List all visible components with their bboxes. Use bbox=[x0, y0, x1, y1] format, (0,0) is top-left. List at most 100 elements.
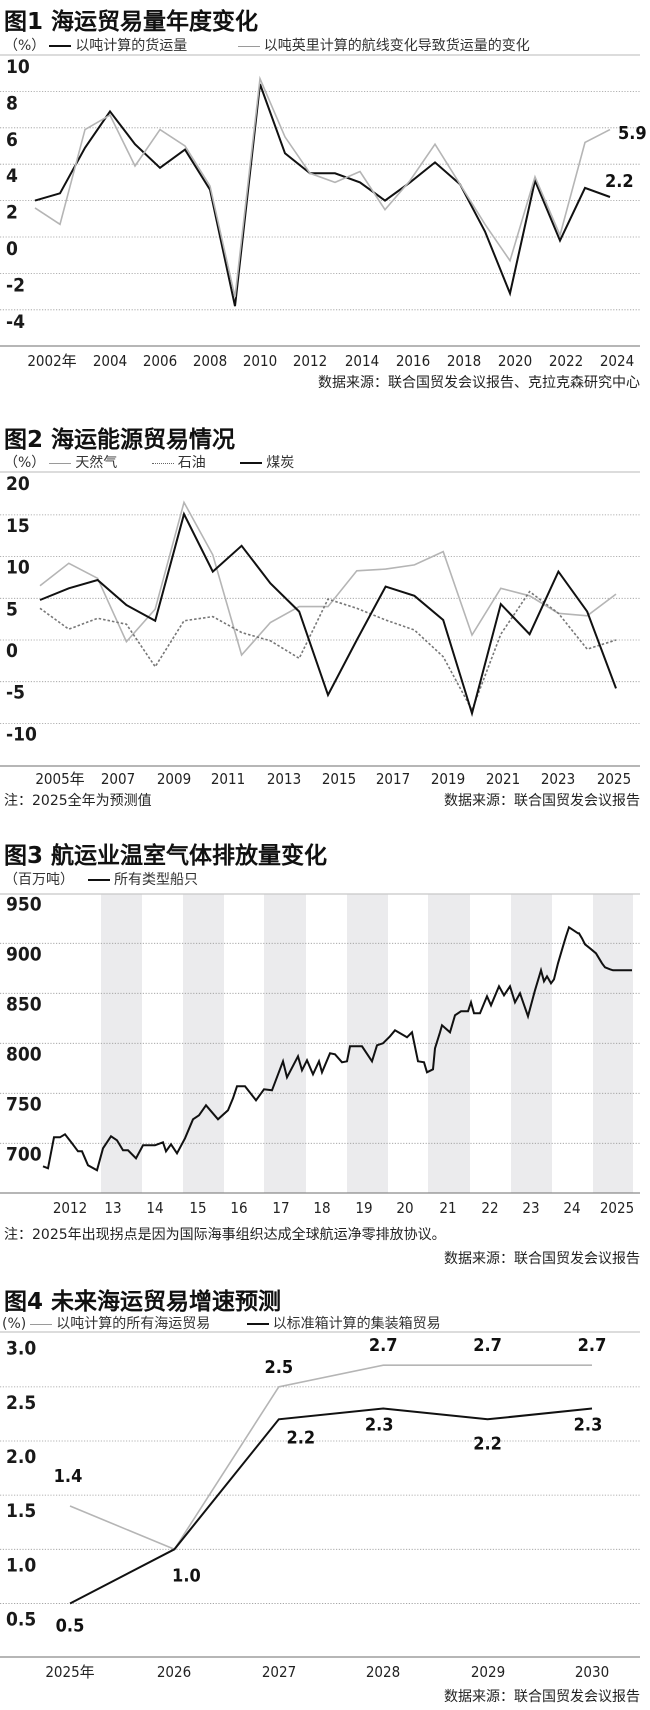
legend-line-gray-icon bbox=[30, 1323, 53, 1325]
y-tick-label: 15 bbox=[6, 515, 30, 537]
fig2-legend-series-1: 石油 bbox=[177, 455, 206, 471]
data-label: 2.2 bbox=[286, 1427, 315, 1448]
series-line-1 bbox=[69, 1407, 593, 1605]
y-tick-label: 4 bbox=[6, 165, 18, 187]
data-label: 2.3 bbox=[365, 1415, 394, 1436]
series-line-1 bbox=[39, 590, 617, 713]
fig4-title: 图4 未来海运贸易增速预测 bbox=[4, 1289, 282, 1315]
fig1-legend: （%） 以吨计算的货运量 以吨英里计算的航线变化导致货运量的变化 bbox=[4, 35, 530, 55]
fig1-plot: 10 8 6 4 2 0 -2 -4 2002年 2004 2006 2008 2010 2012 2014… bbox=[0, 54, 647, 370]
x-tick-label: 2015 bbox=[322, 770, 356, 788]
series-line-0 bbox=[69, 1364, 592, 1551]
x-tick-label: 2025年 bbox=[45, 1663, 94, 1681]
x-tick-label: 2028 bbox=[366, 1663, 400, 1681]
fig2-note: 注：2025全年为预测值 bbox=[4, 793, 152, 809]
series-line-0 bbox=[42, 925, 632, 1172]
legend-line-black-icon bbox=[49, 45, 72, 47]
fig2-source: 数据来源：联合国贸发会议报告 bbox=[444, 793, 640, 809]
y-tick-label: 1.0 bbox=[6, 1554, 36, 1576]
x-tick-label: 2011 bbox=[211, 770, 245, 788]
y-tick-label: 850 bbox=[6, 993, 42, 1015]
x-tick-label: 14 bbox=[146, 1199, 163, 1217]
data-label: 2.7 bbox=[578, 1335, 607, 1356]
y-tick-label: 10 bbox=[6, 56, 30, 78]
x-tick-label: 19 bbox=[355, 1199, 372, 1217]
fig1-title: 图1 海运贸易量年度变化 bbox=[4, 9, 259, 35]
fig3-source: 数据来源：联合国贸发会议报告 bbox=[444, 1251, 640, 1267]
x-tick-label: 2012 bbox=[53, 1199, 87, 1217]
x-tick-label: 2025 bbox=[600, 1199, 634, 1217]
fig3-title: 图3 航运业温室气体排放量变化 bbox=[4, 843, 328, 869]
x-tick-label: 2020 bbox=[498, 352, 532, 370]
y-tick-label: -5 bbox=[6, 682, 25, 704]
x-tick-label: 20 bbox=[396, 1199, 413, 1217]
y-tick-label: 1.5 bbox=[6, 1500, 36, 1522]
y-tick-label: 0 bbox=[6, 640, 18, 662]
y-tick-label: 5 bbox=[6, 598, 18, 620]
x-tick-label: 23 bbox=[522, 1199, 539, 1217]
data-label: 2.7 bbox=[369, 1335, 398, 1356]
series-line-0 bbox=[34, 83, 611, 307]
x-tick-label: 2026 bbox=[157, 1663, 191, 1681]
fig1-legend-series-1: 以吨英里计算的航线变化导致货运量的变化 bbox=[263, 38, 530, 54]
y-tick-label: 20 bbox=[6, 473, 30, 495]
x-tick-label: 2012 bbox=[293, 352, 327, 370]
year-band bbox=[511, 894, 552, 1193]
fig3-legend: （百万吨） 所有类型船只 bbox=[4, 869, 198, 889]
y-tick-label: 2.0 bbox=[6, 1446, 36, 1468]
legend-line-black-icon bbox=[240, 462, 263, 464]
series-line-1 bbox=[34, 75, 611, 298]
fig2-legend: （%） 天然气 石油 煤炭 bbox=[4, 452, 294, 472]
x-tick-label: 2005年 bbox=[35, 770, 84, 788]
x-tick-label: 2002年 bbox=[27, 352, 76, 370]
y-tick-label: -10 bbox=[6, 723, 37, 745]
fig2-legend-series-2: 煤炭 bbox=[266, 455, 295, 471]
data-label: 1.4 bbox=[54, 1466, 83, 1487]
year-band bbox=[183, 894, 224, 1193]
data-label: 2.2 bbox=[473, 1433, 502, 1454]
y-tick-label: 950 bbox=[6, 893, 42, 915]
x-tick-label: 2019 bbox=[431, 770, 465, 788]
x-tick-label: 22 bbox=[481, 1199, 498, 1217]
legend-line-dotted-icon bbox=[151, 462, 174, 464]
x-tick-label: 2009 bbox=[157, 770, 191, 788]
x-tick-label: 2017 bbox=[376, 770, 410, 788]
data-label: 2.7 bbox=[473, 1335, 502, 1356]
y-tick-label: 700 bbox=[6, 1143, 42, 1165]
y-tick-label: 750 bbox=[6, 1093, 42, 1115]
fig3-plot: 950 900 850 800 750 700 2012 13 14 15 16 17 18 19 20 21… bbox=[0, 893, 640, 1217]
series-line-2 bbox=[39, 511, 617, 718]
x-tick-label: 24 bbox=[563, 1199, 580, 1217]
y-tick-label: 2 bbox=[6, 202, 18, 224]
y-tick-label: 800 bbox=[6, 1043, 42, 1065]
y-tick-label: -2 bbox=[6, 274, 25, 296]
fig2-legend-series-0: 天然气 bbox=[75, 455, 118, 471]
data-label: 2.5 bbox=[264, 1357, 293, 1378]
x-tick-label: 2014 bbox=[345, 352, 379, 370]
x-tick-label: 2029 bbox=[471, 1663, 505, 1681]
y-tick-label: 10 bbox=[6, 557, 30, 579]
x-tick-label: 2030 bbox=[575, 1663, 609, 1681]
x-tick-label: 2008 bbox=[193, 352, 227, 370]
legend-line-black-icon bbox=[88, 879, 110, 881]
x-tick-label: 16 bbox=[230, 1199, 247, 1217]
fig4-legend-series-1: 以标准箱计算的集装箱贸易 bbox=[272, 1316, 441, 1332]
y-tick-label: 0 bbox=[6, 238, 18, 260]
x-tick-label: 2022 bbox=[549, 352, 583, 370]
x-tick-label: 2018 bbox=[447, 352, 481, 370]
data-label: 2.3 bbox=[574, 1415, 603, 1436]
fig1-source: 数据来源：联合国贸发会议报告、克拉克森研究中心 bbox=[318, 375, 640, 391]
y-tick-label: 8 bbox=[6, 92, 18, 114]
fig4-unit-label: (%) bbox=[2, 1316, 27, 1332]
x-tick-label: 2013 bbox=[267, 770, 301, 788]
x-tick-label: 2023 bbox=[541, 770, 575, 788]
legend-line-gray-icon bbox=[49, 462, 72, 464]
fig4-legend: (%) 以吨计算的所有海运贸易 以标准箱计算的集装箱贸易 bbox=[2, 1313, 441, 1333]
end-value-label: 5.9 bbox=[618, 123, 647, 144]
x-tick-label: 2021 bbox=[486, 770, 520, 788]
x-tick-label: 15 bbox=[189, 1199, 206, 1217]
fig3-legend-series-0: 所有类型船只 bbox=[114, 872, 198, 888]
y-tick-label: 900 bbox=[6, 943, 42, 965]
fig4-source: 数据来源：联合国贸发会议报告 bbox=[444, 1689, 640, 1705]
